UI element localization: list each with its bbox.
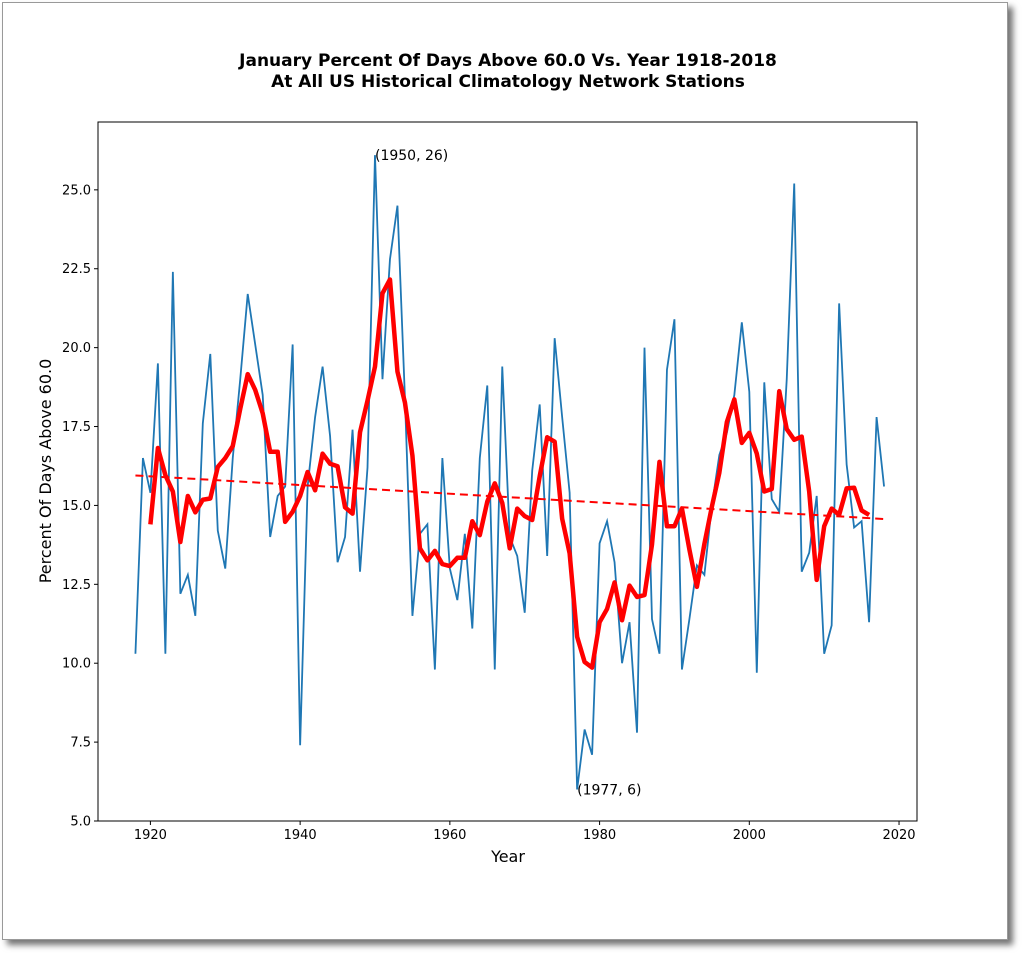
ticks-layer: 1920 1940 1960 1980 2000 2020 5.0 7.5 10.0 12.5 15… bbox=[62, 183, 916, 843]
y-tick-label: 17.5 bbox=[62, 420, 91, 435]
series-layer: (1950, 26) (1977, 6) bbox=[134, 148, 885, 798]
x-tick-label: 2020 bbox=[882, 828, 915, 843]
annotation-1: (1977, 6) bbox=[577, 782, 641, 798]
x-tick-label: 1960 bbox=[433, 828, 466, 843]
x-tick-label: 1920 bbox=[134, 828, 167, 843]
annotation-0: (1950, 26) bbox=[375, 148, 448, 164]
y-tick-label: 5.0 bbox=[70, 815, 91, 830]
x-axis-label: Year bbox=[490, 847, 525, 866]
x-tick-label: 1980 bbox=[583, 828, 616, 843]
chart-subtitle: At All US Historical Climatology Network… bbox=[271, 72, 745, 92]
y-tick-label: 25.0 bbox=[62, 183, 91, 198]
y-axis-label: Percent Of Days Above 60.0 bbox=[36, 359, 55, 584]
y-tick-label: 22.5 bbox=[62, 262, 91, 277]
plot-area-border bbox=[97, 121, 918, 822]
trend-line bbox=[135, 474, 885, 520]
x-tick-label: 2000 bbox=[733, 828, 766, 843]
y-tick-label: 20.0 bbox=[62, 341, 91, 356]
chart-title: January Percent Of Days Above 60.0 Vs. Y… bbox=[238, 51, 777, 71]
y-tick-label: 7.5 bbox=[70, 736, 91, 751]
y-tick-label: 15.0 bbox=[62, 499, 91, 514]
y-tick-label: 12.5 bbox=[62, 578, 91, 593]
x-tick-label: 1940 bbox=[284, 828, 317, 843]
smoothed-series-line bbox=[148, 277, 871, 670]
y-tick-label: 10.0 bbox=[62, 657, 91, 672]
